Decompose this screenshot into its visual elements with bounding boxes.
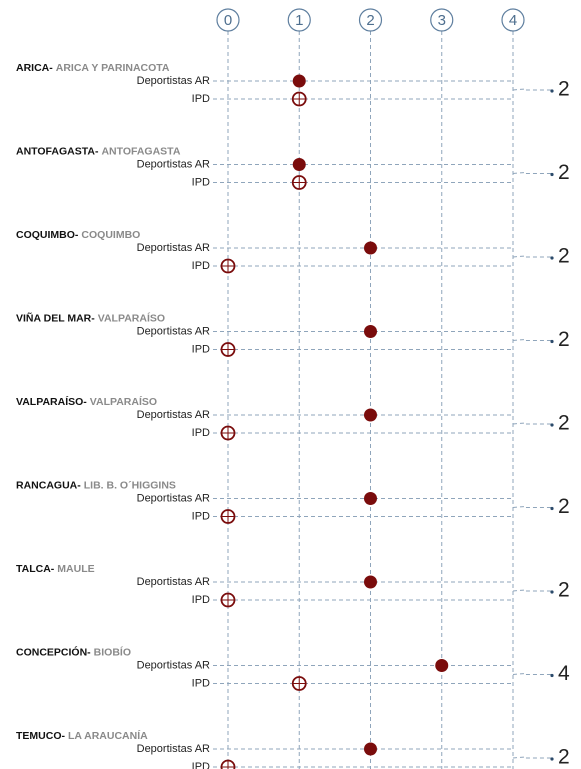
- connector: [512, 505, 551, 508]
- tick-circle: [216, 8, 240, 32]
- dot: [364, 492, 377, 505]
- connector: [512, 589, 551, 592]
- connector-dot: [550, 256, 554, 260]
- connector-dot: [550, 590, 554, 594]
- region: ARICA Y PARINACOTA: [56, 62, 170, 74]
- series-label: IPD: [192, 427, 210, 439]
- group-title: ARICA- ARICA Y PARINACOTA: [16, 62, 170, 74]
- region: VALPARAÍSO: [98, 311, 165, 324]
- total-label: 2: [558, 579, 570, 602]
- series-label: IPD: [192, 594, 210, 606]
- region: LA ARAUCANÍA: [68, 729, 148, 742]
- city: TALCA-: [16, 563, 55, 575]
- x-tick-label: 0: [224, 12, 232, 29]
- tick-circle: [501, 8, 525, 32]
- tick-circle: [430, 8, 454, 32]
- x-tick-label: 4: [509, 12, 517, 29]
- dot: [435, 659, 449, 672]
- city: VIÑA DEL MAR-: [16, 311, 95, 324]
- connector-dot: [550, 423, 554, 427]
- total-label: 2: [558, 746, 570, 769]
- total-label: 2: [558, 412, 570, 435]
- series-label: IPD: [192, 260, 210, 272]
- series-label: Deportistas AR: [137, 409, 210, 421]
- series-label: Deportistas AR: [137, 75, 210, 87]
- series-label: IPD: [192, 343, 210, 355]
- group-title: RANCAGUA- LIB. B. O´HIGGINS: [16, 479, 176, 491]
- dot: [292, 158, 306, 171]
- connector-dot: [550, 673, 554, 678]
- region: ANTOFAGASTA: [101, 145, 180, 157]
- connector: [512, 171, 551, 174]
- tick-circle: [358, 8, 383, 32]
- connector: [512, 338, 551, 341]
- series-label: IPD: [192, 677, 210, 689]
- region: VALPARAÍSO: [90, 395, 157, 408]
- series-label: Deportistas AR: [137, 158, 210, 170]
- series-label: IPD: [192, 176, 210, 188]
- total-label: 2: [558, 161, 570, 184]
- city: ANTOFAGASTA-: [16, 145, 99, 157]
- group-title: VIÑA DEL MAR- VALPARAÍSO: [16, 311, 165, 324]
- total-label: 2: [558, 245, 570, 268]
- series-label: Deportistas AR: [137, 576, 210, 588]
- group-title: TALCA- MAULE: [16, 563, 95, 575]
- group-title: ANTOFAGASTA- ANTOFAGASTA: [16, 145, 181, 157]
- city: ARICA-: [16, 62, 53, 74]
- connector: [512, 672, 551, 675]
- series-label: Deportistas AR: [137, 492, 210, 504]
- total-label: 2: [558, 495, 570, 518]
- dot: [364, 241, 377, 255]
- series-label: IPD: [192, 761, 210, 769]
- total-label: 2: [558, 328, 570, 351]
- dot: [364, 408, 377, 422]
- connector: [512, 422, 551, 425]
- city: CONCEPCIÓN-: [16, 645, 91, 658]
- series-label: Deportistas AR: [137, 242, 210, 254]
- region: BIOBÍO: [94, 645, 131, 658]
- tick-circle: [287, 8, 311, 32]
- city: COQUIMBO-: [16, 229, 79, 241]
- connector-dot: [550, 172, 554, 177]
- connector: [512, 255, 551, 258]
- group-title: CONCEPCIÓN- BIOBÍO: [16, 645, 131, 658]
- total-label: 4: [558, 662, 570, 685]
- region: COQUIMBO: [81, 229, 140, 241]
- connector-dot: [550, 339, 554, 344]
- group-title: VALPARAÍSO- VALPARAÍSO: [16, 395, 157, 408]
- x-tick-label: 1: [295, 12, 303, 29]
- series-label: Deportistas AR: [137, 325, 210, 337]
- connector: [512, 88, 551, 91]
- dot: [292, 74, 306, 88]
- connector-dot: [550, 757, 554, 761]
- x-tick-label: 3: [438, 12, 446, 29]
- dot: [364, 325, 377, 338]
- series-label: IPD: [192, 93, 210, 105]
- group-title: TEMUCO- LA ARAUCANÍA: [16, 729, 148, 742]
- connector: [512, 756, 551, 759]
- dot: [364, 575, 377, 589]
- city: VALPARAÍSO-: [16, 395, 87, 408]
- x-tick-label: 2: [366, 12, 374, 29]
- connector-dot: [550, 506, 554, 511]
- region: LIB. B. O´HIGGINS: [84, 479, 176, 491]
- series-label: Deportistas AR: [137, 743, 210, 755]
- total-label: 2: [558, 78, 570, 101]
- group-title: COQUIMBO- COQUIMBO: [16, 229, 140, 241]
- region: MAULE: [57, 563, 94, 575]
- series-label: Deportistas AR: [137, 659, 210, 671]
- city: TEMUCO-: [16, 730, 65, 742]
- connector-dot: [550, 89, 554, 93]
- dot: [364, 742, 377, 756]
- series-label: IPD: [192, 510, 210, 522]
- city: RANCAGUA-: [16, 479, 81, 491]
